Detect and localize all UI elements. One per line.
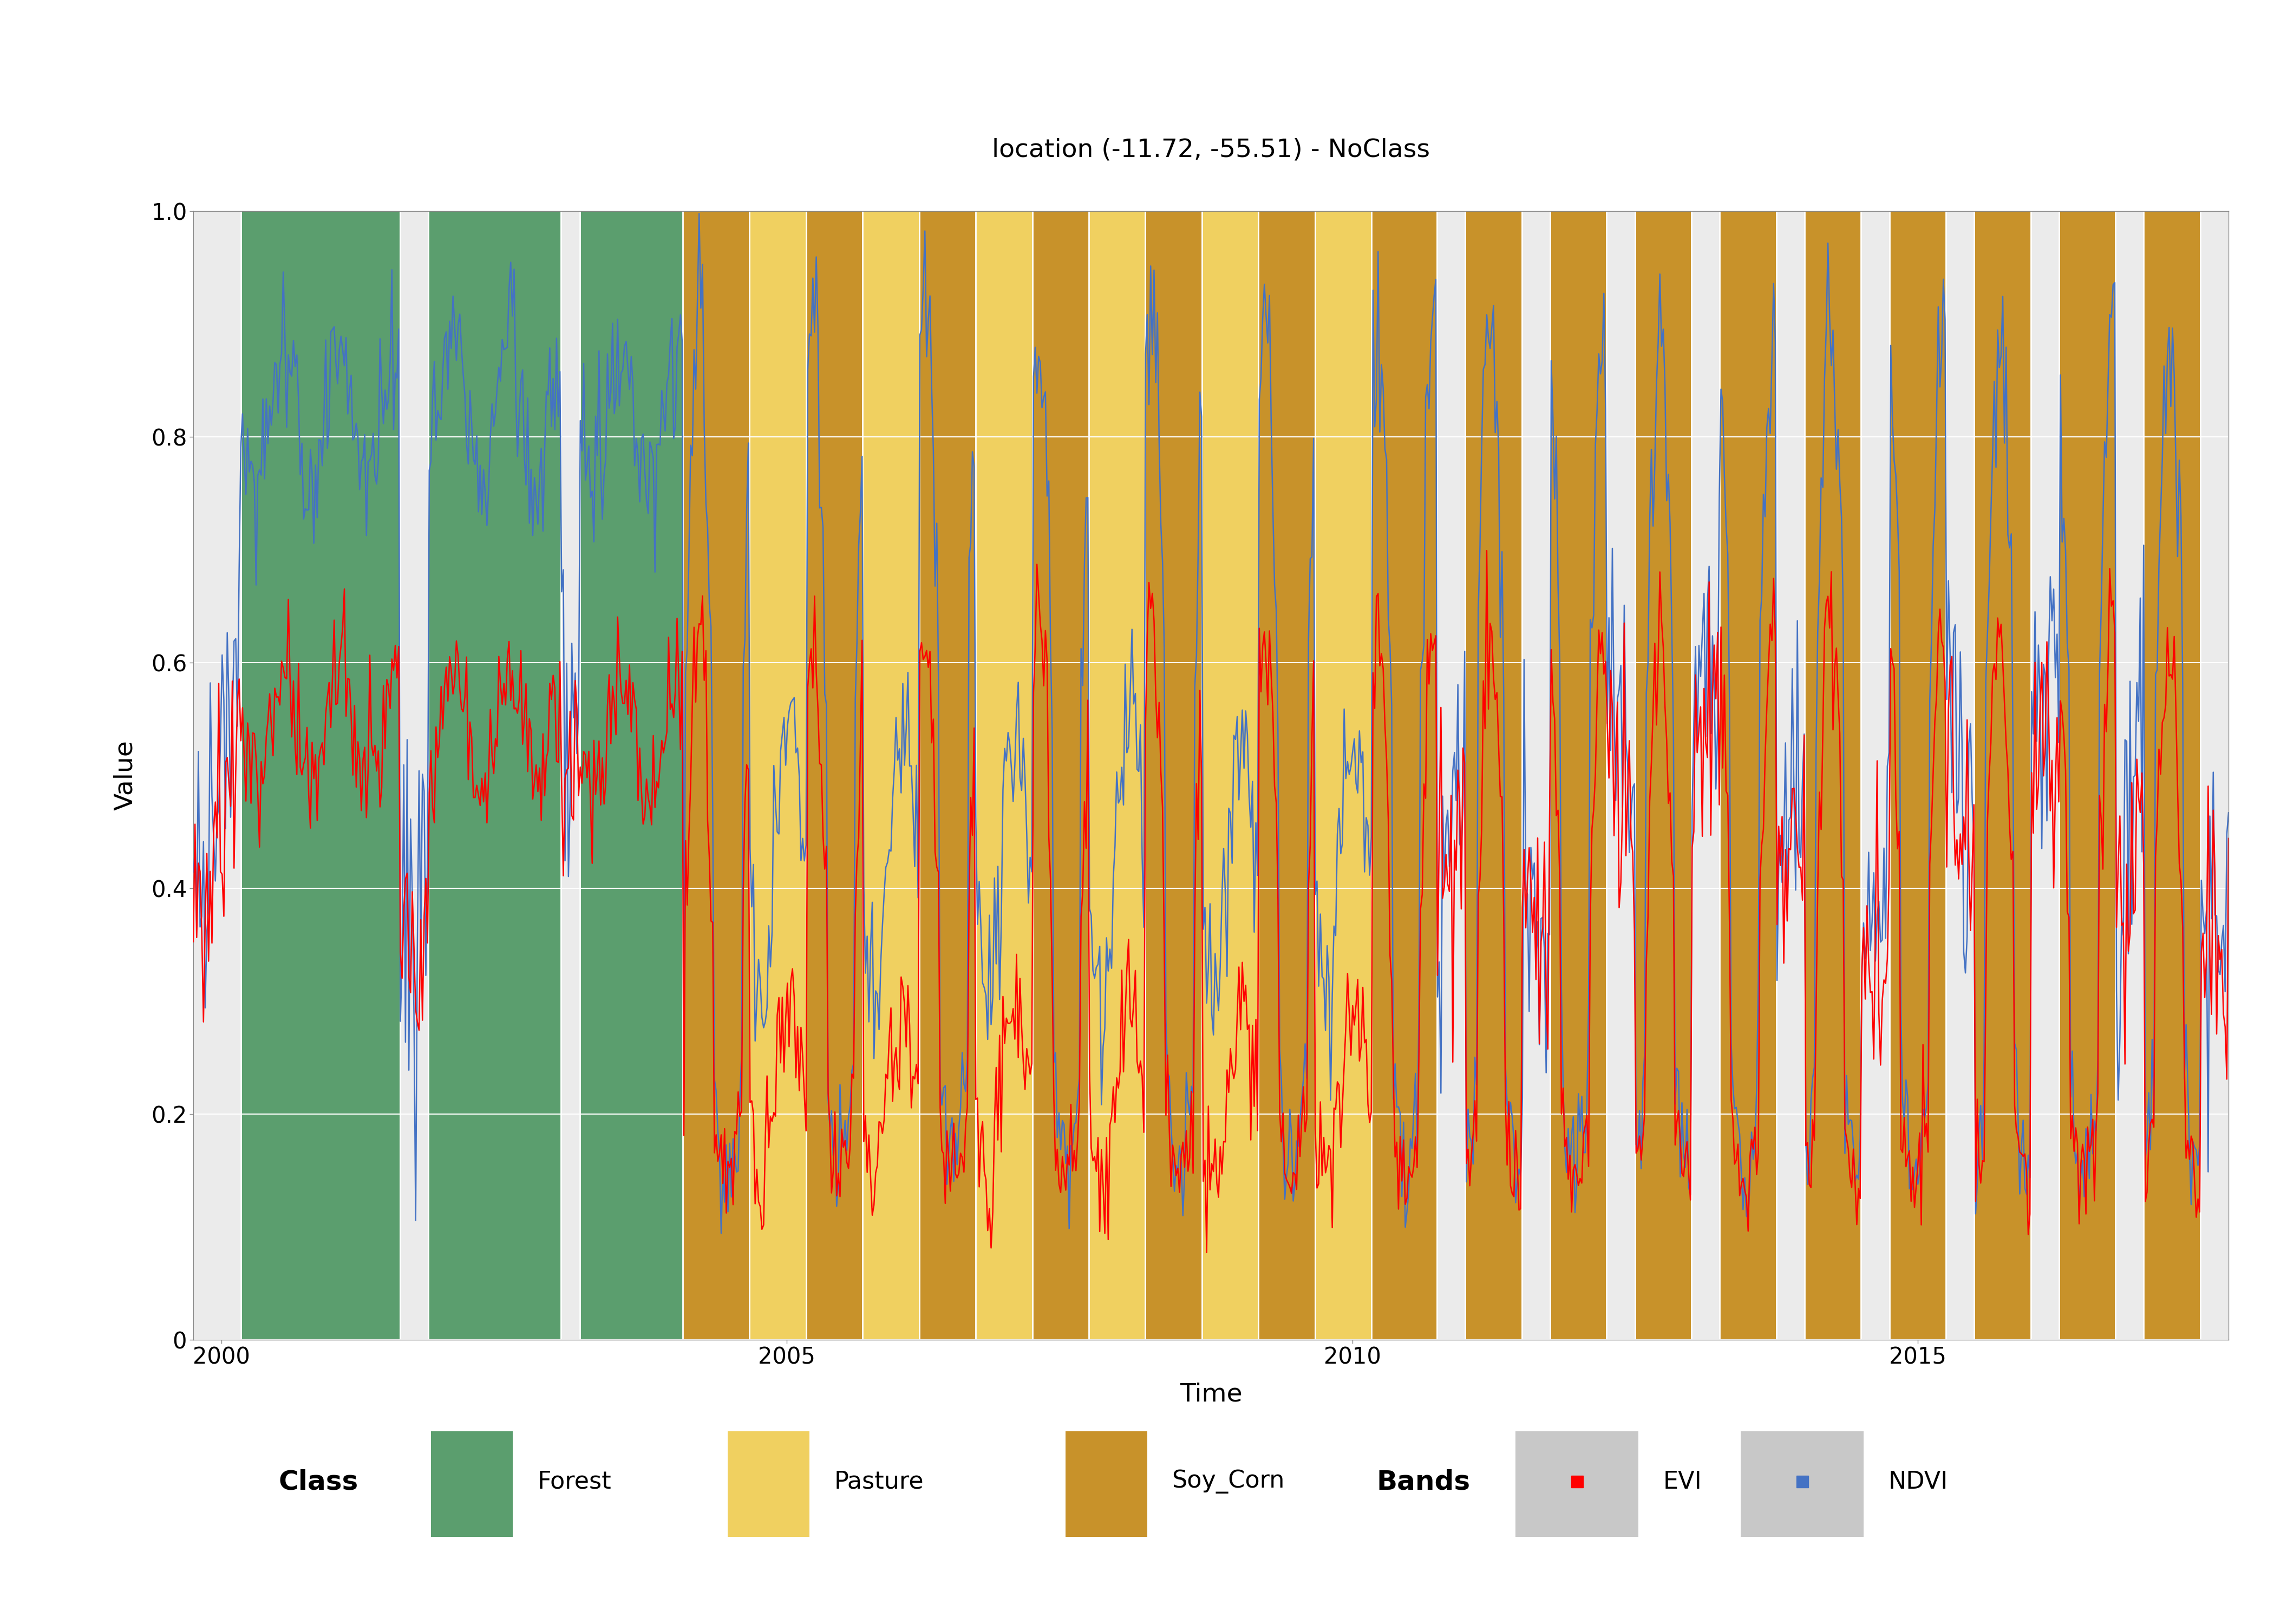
Line: EVI: EVI — [193, 551, 2229, 1252]
Bar — [1437, 211, 1464, 1340]
Bar — [1776, 211, 1806, 1340]
Bar — [1371, 211, 1437, 1340]
NDVI — [450, 364, 478, 383]
EVI — [523, 755, 550, 775]
Bar — [1635, 211, 1692, 1340]
Bar — [862, 211, 919, 1340]
Bar — [1806, 211, 1860, 1340]
NDVI — [523, 489, 550, 508]
Bar — [241, 211, 400, 1340]
EVI — [1251, 622, 1278, 641]
Text: Pasture: Pasture — [835, 1470, 923, 1494]
Bar — [1974, 211, 2031, 1340]
NDVI — [869, 916, 896, 935]
Bar — [1464, 211, 1521, 1340]
Bar — [2115, 211, 2144, 1340]
Bar — [1258, 211, 1314, 1340]
Bar — [2031, 211, 2058, 1340]
Bar — [1947, 211, 1974, 1340]
Bar — [805, 211, 862, 1340]
Bar — [1067, 1431, 1148, 1536]
Bar — [1032, 211, 1089, 1340]
Bar — [1890, 211, 1947, 1340]
NDVI — [180, 862, 207, 882]
EVI — [1194, 1242, 1221, 1262]
Bar — [1608, 211, 1635, 1340]
Bar — [976, 211, 1032, 1340]
Bar — [728, 1431, 810, 1536]
Bar — [580, 211, 682, 1340]
Bar — [919, 211, 976, 1340]
Bar — [432, 1431, 514, 1536]
EVI — [450, 702, 478, 721]
Bar — [2201, 211, 2229, 1340]
NDVI — [1294, 628, 1321, 648]
EVI — [180, 932, 207, 952]
Bar — [2144, 211, 2201, 1340]
Text: Bands: Bands — [1376, 1468, 1471, 1494]
Bar — [1742, 1431, 1865, 1536]
Bar — [428, 211, 562, 1340]
Bar — [193, 211, 241, 1340]
Y-axis label: Value: Value — [114, 741, 136, 810]
Bar — [1517, 1431, 1640, 1536]
EVI — [2215, 828, 2242, 848]
Bar — [1203, 211, 1258, 1340]
Bar — [2058, 211, 2115, 1340]
Text: Soy_Corn: Soy_Corn — [1171, 1470, 1285, 1494]
Text: Class: Class — [277, 1468, 359, 1494]
Bar — [1314, 211, 1371, 1340]
EVI — [866, 1112, 894, 1132]
Text: Forest: Forest — [537, 1470, 612, 1494]
Bar — [750, 211, 805, 1340]
Bar — [1719, 211, 1776, 1340]
NDVI — [684, 205, 712, 224]
Bar — [400, 211, 428, 1340]
NDVI — [707, 1223, 735, 1242]
Bar — [1860, 211, 1890, 1340]
Bar — [562, 211, 580, 1340]
Text: location (-11.72, -55.51) - NoClass: location (-11.72, -55.51) - NoClass — [991, 138, 1430, 162]
Bar — [682, 211, 750, 1340]
NDVI — [2215, 802, 2242, 822]
EVI — [1062, 1161, 1089, 1181]
X-axis label: Time: Time — [1180, 1382, 1242, 1406]
NDVI — [1067, 1067, 1094, 1086]
Bar — [1146, 211, 1203, 1340]
Line: NDVI: NDVI — [193, 214, 2229, 1233]
Bar — [1521, 211, 1551, 1340]
Text: EVI: EVI — [1662, 1470, 1701, 1494]
Text: NDVI: NDVI — [1887, 1470, 1949, 1494]
NDVI — [1253, 305, 1280, 325]
EVI — [1474, 541, 1501, 560]
Bar — [1692, 211, 1719, 1340]
Bar — [1551, 211, 1608, 1340]
Bar — [1089, 211, 1146, 1340]
EVI — [1294, 1109, 1321, 1129]
